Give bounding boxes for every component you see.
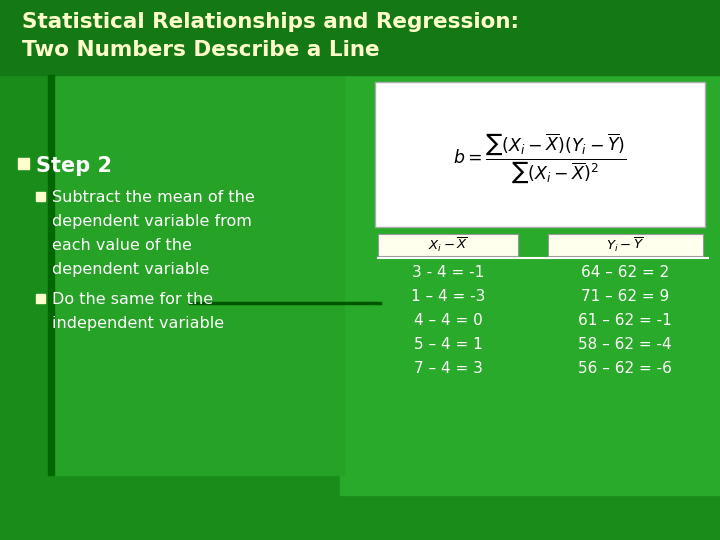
- Text: independent variable: independent variable: [52, 316, 224, 331]
- Text: 56 – 62 = -6: 56 – 62 = -6: [578, 361, 672, 376]
- Text: 5 – 4 = 1: 5 – 4 = 1: [413, 337, 482, 352]
- Text: 7 – 4 = 3: 7 – 4 = 3: [413, 361, 482, 376]
- Text: Subtract the mean of the: Subtract the mean of the: [52, 190, 255, 205]
- Text: 58 – 62 = -4: 58 – 62 = -4: [578, 337, 672, 352]
- Text: 4 – 4 = 0: 4 – 4 = 0: [413, 313, 482, 328]
- Text: Do the same for the: Do the same for the: [52, 292, 213, 307]
- Bar: [0, 0, 720, 75]
- Text: each value of the: each value of the: [52, 238, 192, 253]
- Text: $Y_i - \overline{Y}$: $Y_i - \overline{Y}$: [606, 236, 644, 254]
- Bar: [54, 75, 344, 475]
- Text: 1 – 4 = -3: 1 – 4 = -3: [411, 289, 485, 304]
- Text: $b = \dfrac{\sum (X_i - \overline{X})(Y_i - \overline{Y})}{\sum (X_i - \overline: $b = \dfrac{\sum (X_i - \overline{X})(Y_…: [454, 131, 626, 185]
- Text: 64 – 62 = 2: 64 – 62 = 2: [581, 265, 669, 280]
- Bar: [18, 158, 29, 169]
- Bar: [340, 75, 720, 495]
- Text: 3 - 4 = -1: 3 - 4 = -1: [412, 265, 484, 280]
- Bar: [378, 234, 518, 256]
- Bar: [548, 234, 703, 256]
- Text: Step 2: Step 2: [36, 156, 112, 176]
- Text: 71 – 62 = 9: 71 – 62 = 9: [581, 289, 669, 304]
- Bar: [36, 294, 45, 303]
- Text: Statistical Relationships and Regression:: Statistical Relationships and Regression…: [22, 12, 519, 32]
- Text: Two Numbers Describe a Line: Two Numbers Describe a Line: [22, 40, 379, 60]
- Bar: [36, 192, 45, 201]
- Bar: [48, 75, 54, 475]
- Text: $X_i - \overline{X}$: $X_i - \overline{X}$: [428, 236, 468, 254]
- Text: dependent variable: dependent variable: [52, 262, 210, 277]
- Text: 61 – 62 = -1: 61 – 62 = -1: [578, 313, 672, 328]
- Bar: [375, 82, 705, 227]
- Text: dependent variable from: dependent variable from: [52, 214, 252, 229]
